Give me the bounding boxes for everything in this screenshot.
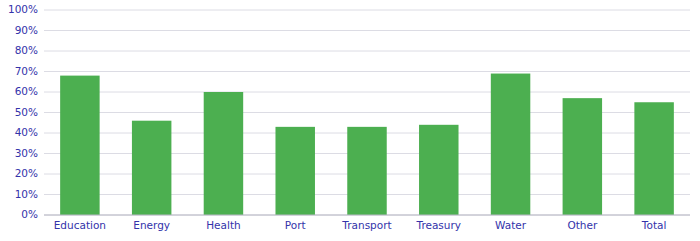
x-tick-label: Health <box>206 219 240 231</box>
y-grid <box>44 10 690 215</box>
bar <box>419 125 458 215</box>
grid-line <box>44 215 690 216</box>
y-tick-label: 10% <box>15 188 38 200</box>
chart-container: 0% 10% 20% 30% 40% 50% 60% 70% 80% 90% 100% Educati… <box>0 0 700 241</box>
bars <box>60 74 674 215</box>
y-tick-label: 30% <box>15 147 38 159</box>
y-tick-labels: 0% 10% 20% 30% 40% 50% 60% 70% 80% 90% 100% <box>8 3 38 220</box>
x-tick-label: Water <box>495 219 527 231</box>
grid-line <box>44 30 690 31</box>
bar <box>275 127 314 215</box>
grid-line <box>44 71 690 72</box>
bar <box>347 127 386 215</box>
x-tick-label: Education <box>54 219 106 231</box>
y-tick-label: 50% <box>15 106 38 118</box>
y-tick-label: 100% <box>8 3 38 15</box>
y-tick-label: 80% <box>15 44 38 56</box>
x-axis-line <box>44 215 690 216</box>
grid-line <box>44 10 690 11</box>
x-tick-label: Energy <box>133 219 170 231</box>
bar <box>204 92 243 215</box>
x-tick-label: Other <box>567 219 597 231</box>
x-tick-labels: Education Energy Health Port Transport Treasu… <box>54 219 667 231</box>
x-tick-label: Transport <box>341 219 391 231</box>
x-tick-label: Port <box>285 219 306 231</box>
chart-svg: 0% 10% 20% 30% 40% 50% 60% 70% 80% 90% 100% Educati… <box>0 0 700 241</box>
y-tick-label: 70% <box>15 65 38 77</box>
bar <box>563 98 602 215</box>
grid-line <box>44 92 690 93</box>
bar <box>60 76 99 215</box>
x-tick-label: Total <box>641 219 667 231</box>
y-tick-label: 40% <box>15 126 38 138</box>
grid-line <box>44 51 690 52</box>
y-tick-label: 90% <box>15 24 38 36</box>
y-tick-label: 60% <box>15 85 38 97</box>
bar <box>634 102 673 215</box>
bar <box>132 121 171 215</box>
x-tick-label: Treasury <box>416 219 462 231</box>
y-tick-label: 0% <box>21 208 38 220</box>
y-tick-label: 20% <box>15 167 38 179</box>
bar <box>491 74 530 215</box>
